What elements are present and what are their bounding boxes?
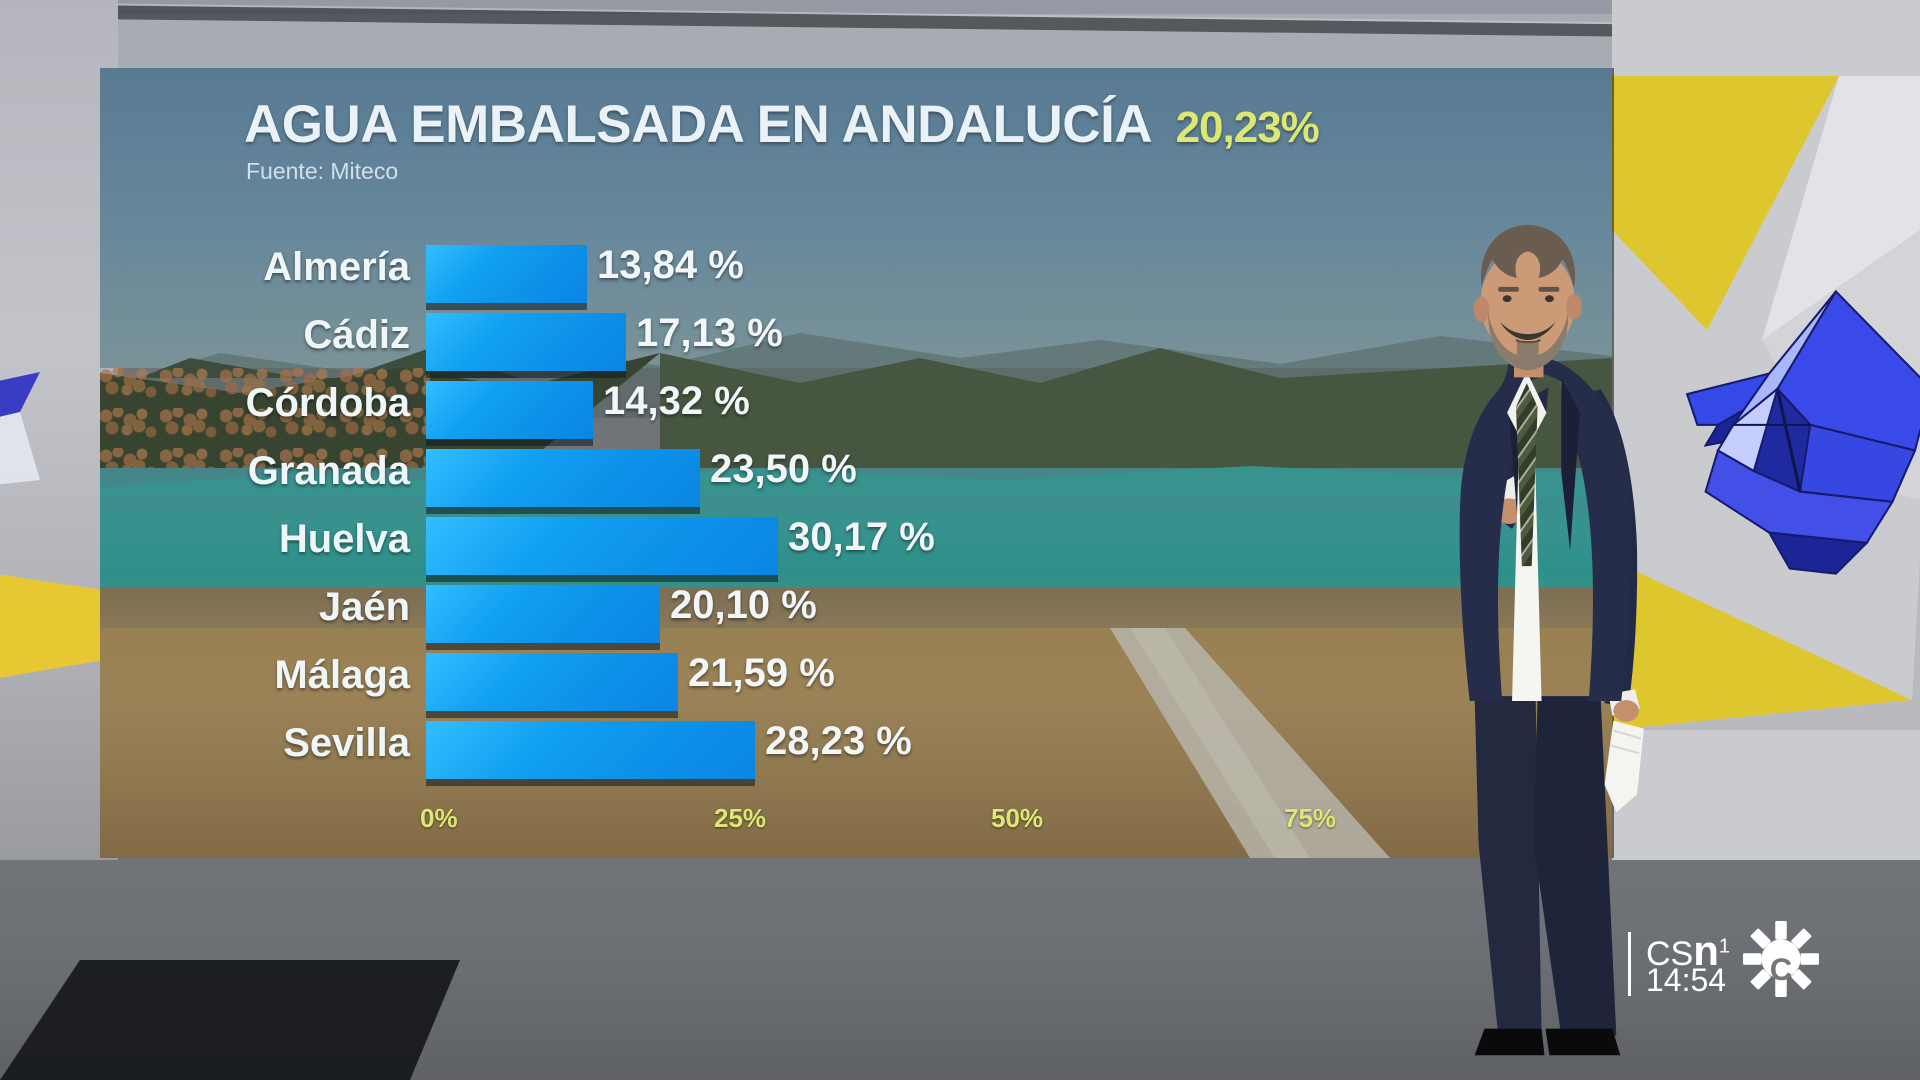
svg-text:C: C [1770, 952, 1792, 987]
